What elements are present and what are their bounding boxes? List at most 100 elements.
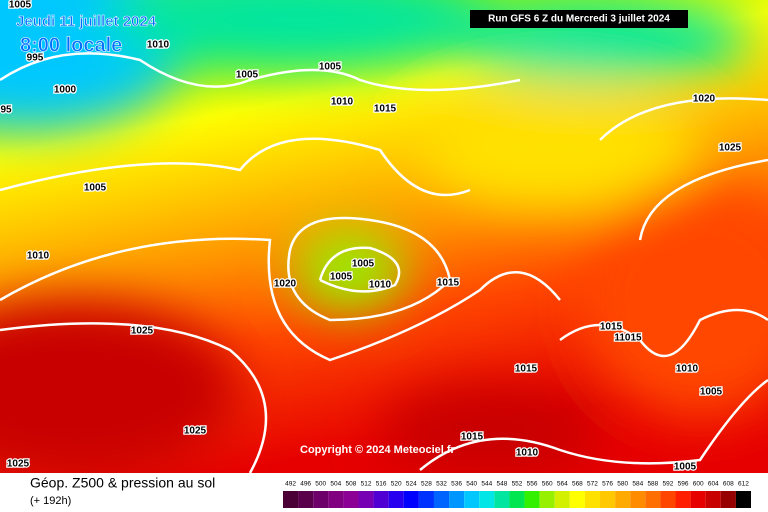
- scale-swatch: [539, 491, 555, 508]
- scale-swatch: [373, 491, 389, 508]
- run-box: [470, 10, 688, 28]
- isobar-label: 1005: [236, 70, 259, 81]
- isobar-label: 995: [27, 53, 44, 64]
- scale-swatch: [554, 491, 570, 508]
- scale-label: 544: [481, 481, 492, 488]
- scale-label: 584: [632, 481, 643, 488]
- scale-swatch: [358, 491, 374, 508]
- scale-swatch: [735, 491, 751, 508]
- isobar-label: 1015: [437, 278, 460, 289]
- scale-swatch: [569, 491, 585, 508]
- isobar-label: 1005: [352, 259, 375, 270]
- scale-label: 564: [557, 481, 568, 488]
- isobar-label: 1005: [9, 0, 32, 11]
- isobar-label: 1005: [674, 462, 697, 473]
- scale-label: 612: [738, 481, 749, 488]
- isobar-label: 11015: [614, 333, 642, 344]
- isobar-label: 95: [0, 105, 12, 116]
- scale-label: 540: [466, 481, 477, 488]
- isobar-label: 1015: [600, 322, 623, 333]
- footer-lead: (+ 192h): [30, 495, 71, 507]
- scale-label: 596: [678, 481, 689, 488]
- isobar-label: 1015: [515, 364, 538, 375]
- isobar-label: 1010: [369, 280, 392, 291]
- scale-label: 604: [708, 481, 719, 488]
- scale-label: 516: [376, 481, 387, 488]
- scale-label: 524: [406, 481, 417, 488]
- scale-swatch: [298, 491, 314, 508]
- scale-label: 520: [391, 481, 402, 488]
- isobar-label: 1010: [27, 251, 50, 262]
- scale-label: 548: [496, 481, 507, 488]
- isobar-label: 1025: [131, 326, 154, 337]
- scale-label: 592: [663, 481, 674, 488]
- scale-swatch: [524, 491, 540, 508]
- scale-label: 588: [647, 481, 658, 488]
- isobar-label: 1010: [676, 364, 699, 375]
- color-scale: 492 496 500 504 508 512 516 520 524 528 532 536 540 5…: [283, 481, 751, 508]
- scale-label: 496: [300, 481, 311, 488]
- scale-label: 556: [527, 481, 538, 488]
- scale-swatch: [464, 491, 480, 508]
- scale-label: 536: [451, 481, 462, 488]
- scale-label: 600: [693, 481, 704, 488]
- scale-label: 532: [436, 481, 447, 488]
- scale-swatch: [720, 491, 736, 508]
- scale-label: 512: [361, 481, 372, 488]
- scale-swatch: [313, 491, 329, 508]
- scale-swatch: [509, 491, 525, 508]
- scale-swatch: [690, 491, 706, 508]
- scale-label: 504: [330, 481, 341, 488]
- scale-label: 528: [421, 481, 432, 488]
- scale-label: 508: [346, 481, 357, 488]
- scale-swatch: [479, 491, 495, 508]
- scale-swatch: [705, 491, 721, 508]
- isobar-label: 1005: [700, 387, 723, 398]
- valid-date: Jeudi 11 juillet 2024: [16, 13, 157, 30]
- isobar-label: 1010: [331, 97, 354, 108]
- scale-swatch: [675, 491, 691, 508]
- scale-swatch: [494, 491, 510, 508]
- local-time: 8:00 locale: [20, 34, 122, 56]
- copyright: Copyright © 2024 Meteociel.fr: [300, 444, 456, 456]
- scale-swatch: [449, 491, 465, 508]
- isobar-label: 1020: [693, 94, 716, 105]
- isobar-label: 1025: [7, 459, 30, 470]
- scale-swatch: [630, 491, 646, 508]
- scale-label: 572: [587, 481, 598, 488]
- scale-swatch: [615, 491, 631, 508]
- scale-swatch: [660, 491, 676, 508]
- isobar-label: 1015: [461, 432, 484, 443]
- scale-swatch: [328, 491, 344, 508]
- scale-swatch: [600, 491, 616, 508]
- scale-swatch: [418, 491, 434, 508]
- scale-swatch: [403, 491, 419, 508]
- scale-swatch: [433, 491, 450, 508]
- isobar-label: 1000: [54, 85, 77, 96]
- scale-label: 500: [315, 481, 326, 488]
- scale-label: 492: [285, 481, 296, 488]
- scale-swatch: [343, 491, 359, 508]
- isobar-label: 1005: [330, 272, 353, 283]
- field: [0, 0, 768, 473]
- scale-label: 576: [602, 481, 613, 488]
- scale-label: 568: [572, 481, 583, 488]
- run-info: Run GFS 6 Z du Mercredi 3 juillet 2024: [488, 14, 670, 25]
- isobar-label: 1025: [184, 426, 207, 437]
- scale-label: 608: [723, 481, 734, 488]
- isobar-labels: 1005 995 1010 1000 95 1005 1005 1010 1015 1020 102…: [0, 0, 743, 474]
- scale-swatch: [388, 491, 404, 508]
- scale-label: 560: [542, 481, 553, 488]
- scale-swatch: [584, 491, 601, 508]
- isobar-label: 1005: [84, 183, 107, 194]
- scale-label: 552: [512, 481, 523, 488]
- scale-label: 580: [617, 481, 628, 488]
- scale-swatch: [283, 491, 299, 508]
- isobar-label: 1020: [274, 279, 297, 290]
- scale-swatch: [645, 491, 661, 508]
- isobar-label: 1025: [719, 143, 742, 154]
- isobar-label: 1015: [374, 104, 397, 115]
- isobar-label: 1010: [516, 448, 539, 459]
